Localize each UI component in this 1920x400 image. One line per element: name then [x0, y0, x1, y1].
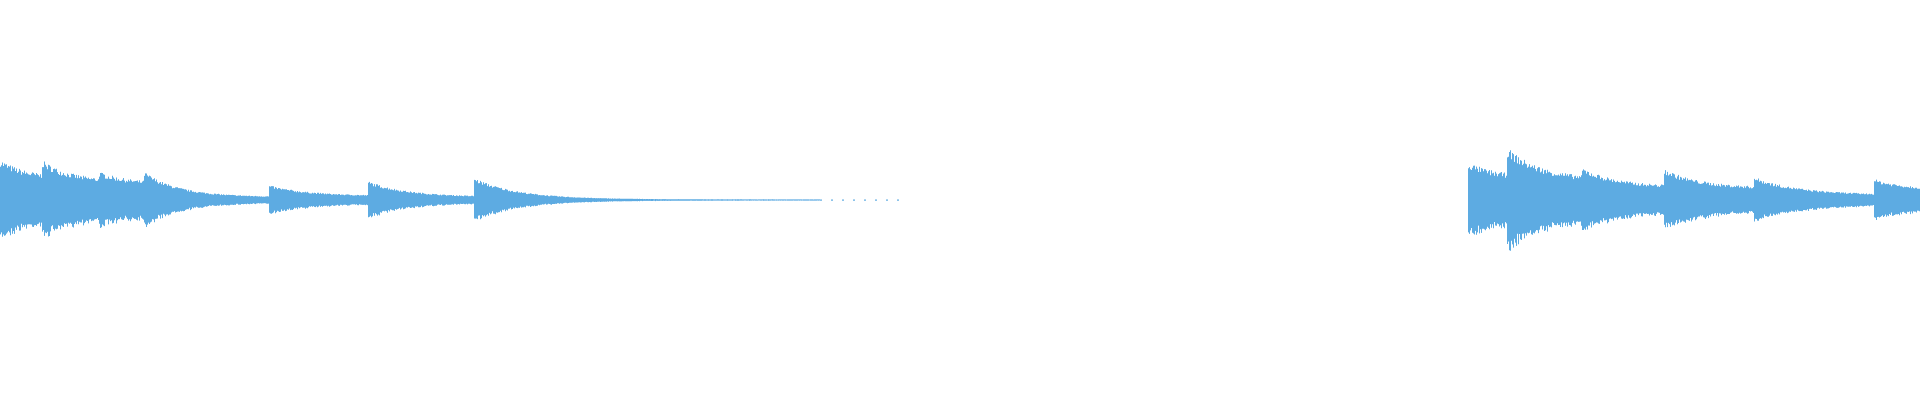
- silence-dot: [897, 199, 899, 201]
- silence-dot: [864, 199, 866, 201]
- silence-dot: [886, 199, 888, 201]
- silence-dot: [875, 199, 877, 201]
- silence-dot: [831, 199, 833, 201]
- waveform-shape: [0, 150, 1920, 251]
- silence-dot: [853, 199, 855, 201]
- silence-dot: [842, 199, 844, 201]
- silence-dot: [820, 199, 822, 201]
- waveform-silence-dots: [820, 199, 899, 201]
